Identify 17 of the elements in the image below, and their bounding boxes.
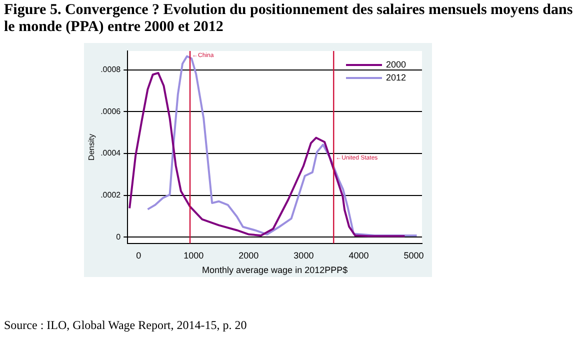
x-tick-label: 2000 [238,250,259,260]
x-axis-title: Monthly average wage in 2012PPP$ [202,265,348,276]
x-tick-label: 5000 [404,250,424,260]
y-tick-label: .0004 [100,148,122,158]
legend-label: 2012 [386,72,406,82]
x-tick-label: 4000 [348,250,369,260]
source-note: Source : ILO, Global Wage Report, 2014-15, p. 20 [4,318,247,333]
y-tick-label: .0006 [100,106,122,116]
x-tick-label: 3000 [294,250,314,260]
x-tick-label: 0 [136,250,142,260]
y-tick-label: .0008 [100,65,122,74]
y-tick-label: .0002 [100,190,122,200]
y-tick-label: 0 [116,232,122,242]
x-tick-label: 1000 [184,250,204,260]
legend-label: 2000 [386,59,406,70]
y-axis-title: Density [87,134,96,161]
chart-title: Figure 5. Convergence ? Evolution du positionnement des salaires mensuels moyens dans le monde (PPA) entre 2000 et 2012 [4,2,574,36]
